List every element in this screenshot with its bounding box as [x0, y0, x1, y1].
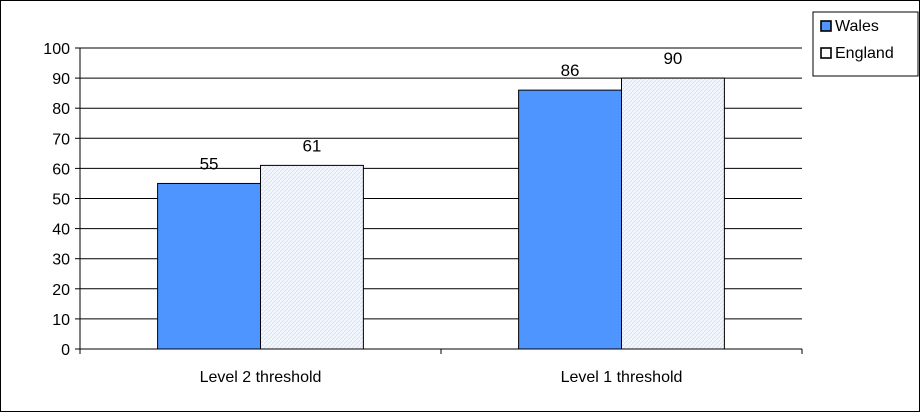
y-tick-label: 0 [61, 342, 70, 359]
legend-label-wales: Wales [835, 18, 879, 35]
data-label-wales: 55 [200, 154, 219, 173]
y-tick-label: 80 [52, 101, 70, 118]
bar-wales [157, 182, 262, 350]
y-tick-label: 70 [52, 131, 70, 148]
legend: Wales England [812, 11, 919, 77]
legend-swatch-england [820, 47, 832, 59]
bar-wales [518, 89, 622, 350]
y-tick-label: 20 [52, 282, 70, 299]
y-tick-label: 30 [52, 252, 70, 269]
bar-england [621, 77, 725, 350]
y-tick-label: 50 [52, 192, 70, 209]
data-label-england: 61 [302, 136, 321, 155]
x-tick-label: Level 1 threshold [561, 369, 683, 386]
data-label-england: 90 [663, 49, 682, 68]
labels: 55 61 Level 2 threshold 86 90 Level 1 thresho… [200, 49, 683, 386]
y-tick-label: 100 [43, 41, 70, 58]
y-tick-label: 90 [52, 71, 70, 88]
y-tick-label: 10 [52, 312, 70, 329]
legend-box [812, 11, 919, 77]
axes: 0 10 20 30 40 50 60 70 80 90 100 [43, 41, 803, 359]
y-tick-label: 60 [52, 161, 70, 178]
bar-england [260, 164, 364, 350]
x-tick-label: Level 2 threshold [200, 369, 322, 386]
y-tick-label: 40 [52, 222, 70, 239]
legend-label-england: England [835, 45, 894, 62]
bars [157, 77, 725, 350]
legend-swatch-wales [820, 20, 832, 32]
data-label-wales: 86 [561, 61, 580, 80]
